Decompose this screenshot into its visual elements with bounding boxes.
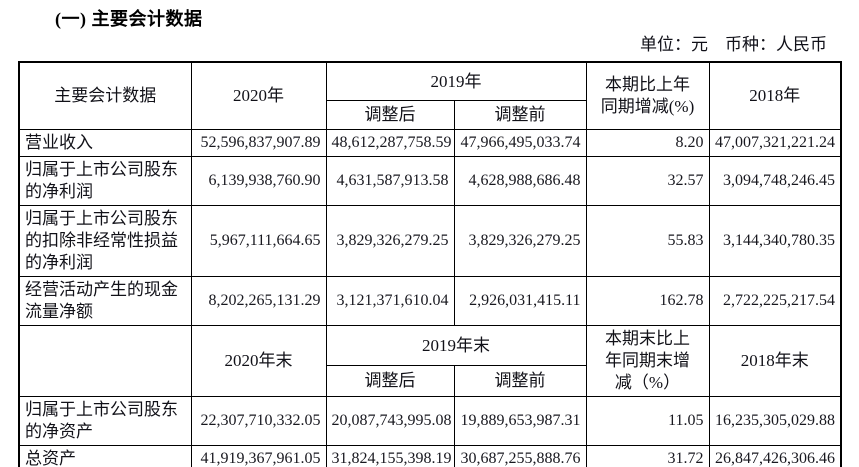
cell-2019-end-pre: 19,889,653,987.31 — [453, 396, 587, 446]
cell-2018-end: 26,847,426,306.46 — [708, 445, 842, 467]
row-label: 总资产 — [18, 445, 192, 467]
cell-2019-pre: 3,829,326,279.25 — [453, 205, 587, 277]
row-label: 归属于上市公司股东的净利润 — [18, 156, 192, 206]
cell-2019-adjusted: 3,121,371,610.04 — [325, 276, 455, 326]
table-row-revenue: 营业收入 52,596,837,907.89 48,612,287,758.59… — [18, 129, 842, 157]
cell-2019-pre: 2,926,031,415.11 — [453, 276, 587, 326]
cell-change: 32.57 — [585, 156, 710, 206]
table-row-net-profit: 归属于上市公司股东的净利润 6,139,938,760.90 4,631,587… — [18, 156, 842, 206]
header-row-year-end-sub: 调整后 调整前 — [19, 365, 841, 397]
header-2020: 2020年 — [190, 61, 327, 130]
row-label: 归属于上市公司股东的扣除非经常性损益的净利润 — [18, 205, 192, 277]
header-2019-end-adjusted: 调整后 — [325, 365, 455, 397]
table-row-operating-cash-flow: 经营活动产生的现金流量净额 8,202,265,131.29 3,121,371… — [18, 276, 842, 326]
unit-currency-note: 单位：元 币种：人民币 — [640, 35, 827, 54]
header-row-period-sub: 调整后 调整前 — [19, 100, 841, 130]
header-2019-end: 2019年末 — [325, 324, 587, 367]
header-2018: 2018年 — [708, 61, 842, 130]
header-2019-adjusted: 调整后 — [325, 100, 455, 130]
cell-change: 31.72 — [585, 445, 710, 467]
cell-2019-end-pre: 30,687,255,888.76 — [453, 445, 587, 467]
cell-2019-adjusted: 48,612,287,758.59 — [325, 129, 455, 157]
header-2018-end: 2018年末 — [708, 325, 842, 397]
cell-2020: 52,596,837,907.89 — [190, 129, 327, 157]
header-2020-end: 2020年末 — [190, 325, 327, 397]
cell-change: 55.83 — [585, 205, 710, 277]
row-label: 营业收入 — [18, 129, 192, 157]
header-label-empty — [18, 325, 192, 397]
cell-2019-end-adjusted: 31,824,155,398.19 — [325, 445, 455, 467]
table-row-net-assets: 归属于上市公司股东的净资产 22,307,710,332.05 20,087,7… — [18, 396, 842, 446]
table-row-deducted-net-profit: 归属于上市公司股东的扣除非经常性损益的净利润 5,967,111,664.65 … — [18, 205, 842, 277]
cell-change: 8.20 — [585, 129, 710, 157]
cell-2019-pre: 4,628,988,686.48 — [453, 156, 587, 206]
header-row-year-end: 2020年末 2019年末 本期末比上 年同期末增 减（%） 2018年末 — [18, 324, 842, 397]
cell-2020: 6,139,938,760.90 — [190, 156, 327, 206]
cell-2020-end: 22,307,710,332.05 — [190, 396, 327, 446]
cell-2019-adjusted: 4,631,587,913.58 — [325, 156, 455, 206]
header-change-end: 本期末比上 年同期末增 减（%） — [585, 325, 710, 397]
cell-2020: 8,202,265,131.29 — [190, 276, 327, 326]
row-label: 归属于上市公司股东的净资产 — [18, 396, 192, 446]
cell-2019-end-adjusted: 20,087,743,995.08 — [325, 396, 455, 446]
cell-2019-adjusted: 3,829,326,279.25 — [325, 205, 455, 277]
cell-2018: 47,007,321,221.24 — [708, 129, 842, 157]
cell-change: 162.78 — [585, 276, 710, 326]
header-label: 主要会计数据 — [18, 61, 192, 130]
header-2019: 2019年 — [325, 61, 587, 101]
cell-2020: 5,967,111,664.65 — [190, 205, 327, 277]
header-2019-pre-adjust: 调整前 — [453, 100, 587, 130]
table-row-total-assets: 总资产 41,919,367,961.05 31,824,155,398.19 … — [18, 445, 842, 467]
header-row-period: 主要会计数据 2020年 2019年 本期比上年 同期增减(%) 2018年 — [18, 61, 842, 130]
cell-2018-end: 16,235,305,029.88 — [708, 396, 842, 446]
header-2019-end-pre-adjust: 调整前 — [453, 365, 587, 397]
cell-2018: 3,144,340,780.35 — [708, 205, 842, 277]
header-change: 本期比上年 同期增减(%) — [585, 61, 710, 130]
row-label: 经营活动产生的现金流量净额 — [18, 276, 192, 326]
cell-2019-pre: 47,966,495,033.74 — [453, 129, 587, 157]
section-title: (一) 主要会计数据 — [55, 9, 203, 29]
cell-2018: 2,722,225,217.54 — [708, 276, 842, 326]
cell-2020-end: 41,919,367,961.05 — [190, 445, 327, 467]
cell-2018: 3,094,748,246.45 — [708, 156, 842, 206]
cell-change: 11.05 — [585, 396, 710, 446]
key-accounting-data-table: 主要会计数据 2020年 2019年 本期比上年 同期增减(%) 2018年 调… — [18, 61, 842, 467]
